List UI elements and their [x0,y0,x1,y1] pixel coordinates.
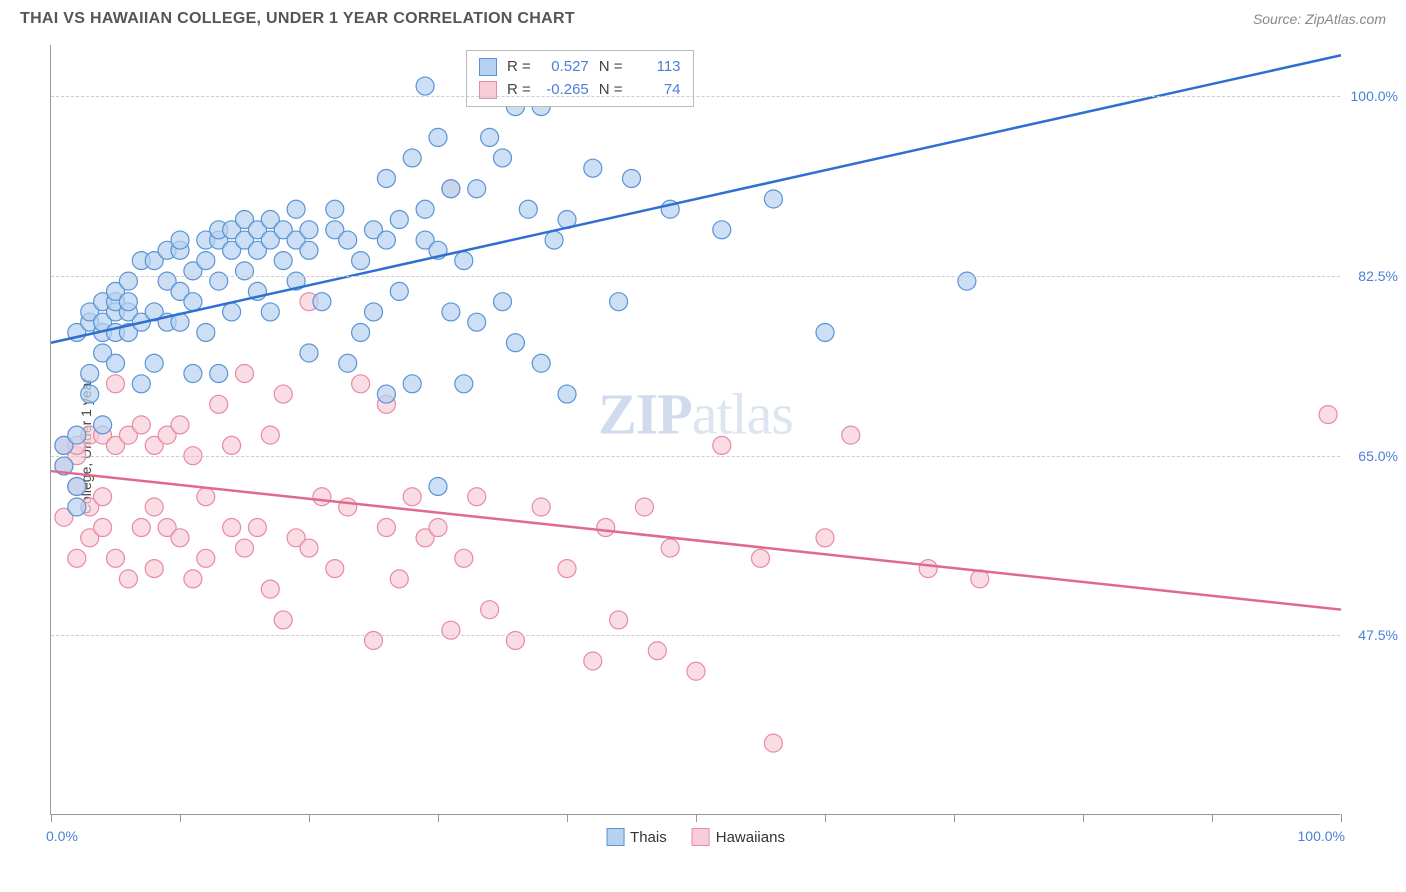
scatter-plot-svg [51,45,1340,814]
y-tick-label: 82.5% [1358,268,1398,284]
y-tick-label: 65.0% [1358,448,1398,464]
gridline-h [51,96,1340,97]
x-tick [954,814,955,822]
x-tick [1212,814,1213,822]
r-label: R = [507,79,531,102]
x-tick [825,814,826,822]
x-tick [567,814,568,822]
x-tick [438,814,439,822]
hawaiian-n-value: 74 [633,79,681,102]
chart-title: THAI VS HAWAIIAN COLLEGE, UNDER 1 YEAR C… [20,10,575,28]
gridline-h [51,635,1340,636]
x-tick [1341,814,1342,822]
gridline-h [51,276,1340,277]
chart-header: THAI VS HAWAIIAN COLLEGE, UNDER 1 YEAR C… [0,0,1406,36]
y-tick-label: 100.0% [1351,88,1398,104]
legend-item-hawaiian: Hawaiians [692,828,785,846]
source-attribution: Source: ZipAtlas.com [1253,11,1386,27]
thai-legend-swatch [606,828,624,846]
chart-plot-area: ZIPatlas R = 0.527 N = 113 R = -0.265 N … [50,45,1340,815]
n-label: N = [599,79,623,102]
thai-r-value: 0.527 [541,56,589,79]
stats-row-hawaiian: R = -0.265 N = 74 [479,79,681,102]
stats-row-thai: R = 0.527 N = 113 [479,56,681,79]
x-tick [51,814,52,822]
y-tick-label: 47.5% [1358,627,1398,643]
x-tick [1083,814,1084,822]
bottom-legend: Thais Hawaiians [606,828,785,846]
x-tick [696,814,697,822]
hawaiian-legend-swatch [692,828,710,846]
x-axis-max-label: 100.0% [1298,828,1345,844]
gridline-h [51,456,1340,457]
x-axis-min-label: 0.0% [46,828,78,844]
hawaiian-legend-label: Hawaiians [716,829,785,846]
x-tick [180,814,181,822]
stats-legend-box: R = 0.527 N = 113 R = -0.265 N = 74 [466,50,694,107]
thai-color-swatch [479,58,497,76]
thai-n-value: 113 [633,56,681,79]
n-label: N = [599,56,623,79]
r-label: R = [507,56,531,79]
thai-legend-label: Thais [630,829,667,846]
x-tick [309,814,310,822]
legend-item-thai: Thais [606,828,667,846]
hawaiian-r-value: -0.265 [541,79,589,102]
